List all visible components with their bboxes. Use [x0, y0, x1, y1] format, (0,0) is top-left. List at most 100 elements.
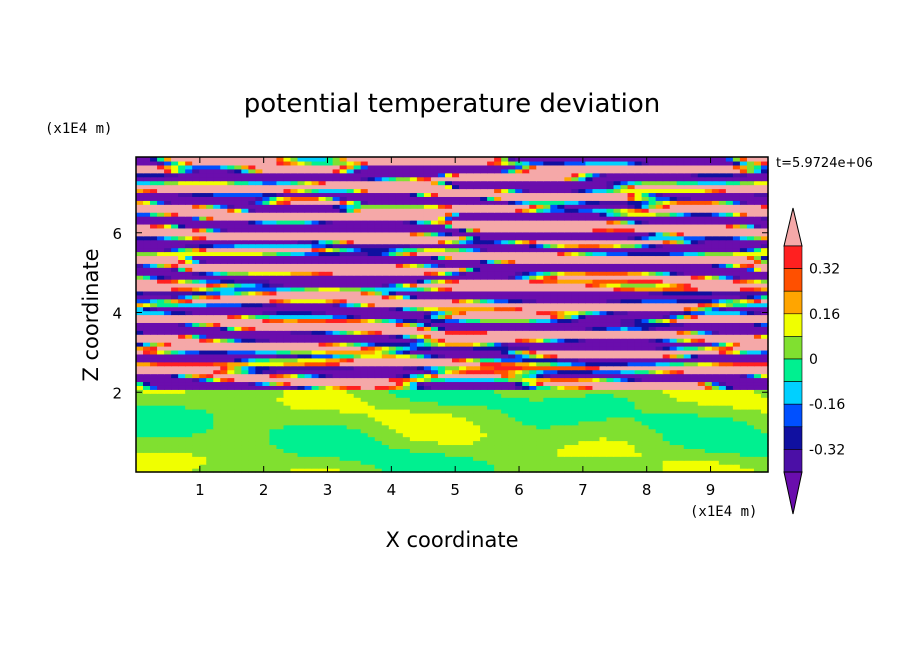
heatmap-cell	[662, 436, 671, 442]
heatmap-cell	[529, 334, 537, 339]
heatmap-cell	[402, 318, 411, 323]
heatmap-cell	[697, 283, 706, 288]
heatmap-cell	[318, 294, 327, 300]
heatmap-cell	[487, 464, 495, 469]
heatmap-cell	[501, 389, 509, 394]
heatmap-cell	[220, 389, 228, 394]
heatmap-cell	[276, 460, 285, 465]
heatmap-cell	[220, 397, 228, 402]
heatmap-cell	[459, 381, 467, 386]
heatmap-cell	[283, 444, 292, 449]
heatmap-cell	[690, 464, 699, 469]
heatmap-cell	[648, 259, 657, 264]
heatmap-cell	[508, 428, 516, 434]
heatmap-cell	[669, 318, 678, 323]
heatmap-cell	[430, 286, 439, 292]
heatmap-cell	[241, 448, 249, 453]
heatmap-cell	[564, 456, 572, 461]
heatmap-cell	[508, 267, 516, 272]
heatmap-cell	[697, 326, 706, 331]
heatmap-cell	[536, 428, 544, 434]
heatmap-cell	[143, 263, 151, 268]
heatmap-cell	[578, 342, 587, 347]
heatmap-cell	[255, 373, 263, 379]
heatmap-cell	[585, 298, 594, 304]
heatmap-cell	[325, 357, 334, 363]
heatmap-cell	[487, 357, 495, 363]
heatmap-cell	[262, 306, 271, 312]
heatmap-cell	[501, 275, 509, 280]
heatmap-cell	[578, 314, 587, 320]
heatmap-cell	[395, 255, 404, 260]
heatmap-cell	[648, 381, 657, 386]
heatmap-cell	[423, 275, 432, 280]
heatmap-cell	[395, 377, 404, 383]
heatmap-cell	[136, 279, 144, 284]
heatmap-cell	[367, 448, 376, 453]
heatmap-cell	[452, 330, 460, 335]
heatmap-cell	[437, 401, 446, 406]
heatmap-cell	[662, 302, 671, 308]
heatmap-cell	[402, 290, 411, 296]
heatmap-cell	[634, 349, 643, 355]
heatmap-cell	[494, 330, 502, 335]
heatmap-cell	[143, 255, 151, 260]
heatmap-cell	[388, 353, 397, 359]
heatmap-cell	[185, 456, 193, 461]
heatmap-cell	[620, 259, 629, 264]
heatmap-cell	[452, 416, 460, 422]
heatmap-cell	[676, 412, 685, 418]
heatmap-cell	[669, 361, 678, 367]
heatmap-cell	[648, 306, 657, 312]
heatmap-cell	[283, 279, 292, 284]
heatmap-cell	[262, 460, 271, 465]
heatmap-cell	[157, 460, 165, 465]
heatmap-cell	[297, 330, 306, 335]
heatmap-cell	[290, 357, 299, 363]
heatmap-cell	[487, 428, 495, 434]
heatmap-cell	[585, 420, 594, 426]
heatmap-cell	[641, 373, 650, 379]
heatmap-cell	[648, 444, 657, 449]
heatmap-cell	[248, 353, 256, 359]
heatmap-cell	[283, 460, 292, 465]
heatmap-cell	[150, 369, 158, 375]
heatmap-cell	[353, 357, 362, 363]
heatmap-cell	[536, 468, 544, 473]
heatmap-cell	[241, 424, 249, 430]
heatmap-cell	[367, 275, 376, 280]
heatmap-cell	[711, 306, 720, 312]
heatmap-cell	[529, 389, 537, 394]
heatmap-cell	[164, 349, 172, 355]
heatmap-cell	[627, 259, 636, 264]
heatmap-cell	[241, 267, 249, 272]
heatmap-cell	[620, 385, 629, 390]
heatmap-cell	[627, 416, 636, 422]
heatmap-cell	[466, 310, 474, 316]
heatmap-cell	[402, 412, 411, 418]
heatmap-cell	[262, 381, 271, 386]
heatmap-cell	[311, 298, 320, 304]
heatmap-cell	[444, 330, 453, 335]
heatmap-cell	[409, 286, 418, 292]
heatmap-cell	[171, 298, 179, 304]
heatmap-cell	[529, 322, 537, 327]
heatmap-cell	[452, 381, 460, 386]
heatmap-cell	[304, 302, 313, 308]
heatmap-cell	[234, 326, 242, 331]
heatmap-cell	[136, 271, 144, 276]
heatmap-cell	[262, 412, 271, 418]
heatmap-cell	[136, 456, 144, 461]
heatmap-cell	[683, 310, 692, 316]
heatmap-cell	[655, 401, 664, 406]
heatmap-cell	[655, 385, 664, 390]
heatmap-cell	[444, 444, 453, 449]
heatmap-cell	[718, 377, 727, 383]
heatmap-cell	[571, 314, 579, 320]
heatmap-cell	[248, 302, 256, 308]
heatmap-cell	[276, 294, 285, 300]
heatmap-cell	[248, 310, 256, 316]
heatmap-cell	[367, 263, 376, 268]
heatmap-cell	[655, 286, 664, 292]
heatmap-cell	[606, 302, 615, 308]
